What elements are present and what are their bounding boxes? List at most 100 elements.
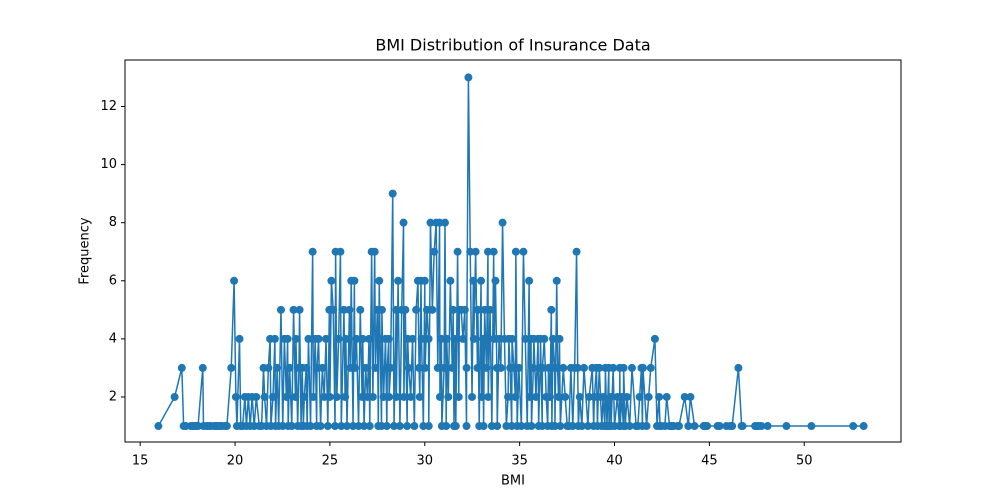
- data-point: [285, 363, 294, 372]
- data-point: [449, 305, 458, 314]
- data-point: [462, 422, 471, 431]
- data-point: [527, 422, 536, 431]
- data-point: [468, 392, 477, 401]
- data-point: [222, 422, 231, 431]
- data-point: [390, 422, 399, 431]
- data-point: [454, 392, 463, 401]
- data-point: [675, 422, 684, 431]
- data-point: [350, 276, 359, 285]
- data-point: [291, 334, 300, 343]
- data-point: [517, 422, 526, 431]
- data-point: [531, 392, 540, 401]
- data-point: [623, 392, 632, 401]
- data-point: [619, 363, 628, 372]
- data-point: [364, 334, 373, 343]
- data-point: [734, 363, 743, 372]
- data-point: [392, 392, 401, 401]
- data-point: [684, 422, 693, 431]
- data-point: [430, 247, 439, 256]
- data-point: [690, 422, 699, 431]
- data-point: [504, 392, 513, 401]
- data-point: [395, 422, 404, 431]
- data-point: [462, 363, 471, 372]
- data-point: [291, 392, 300, 401]
- data-point: [408, 334, 417, 343]
- data-point: [360, 422, 369, 431]
- data-point: [638, 363, 647, 372]
- data-point: [177, 363, 186, 372]
- data-point: [327, 276, 336, 285]
- data-point: [575, 392, 584, 401]
- data-point: [361, 363, 370, 372]
- data-point: [483, 247, 492, 256]
- data-point: [859, 422, 868, 431]
- data-point: [561, 392, 570, 401]
- data-point: [302, 363, 311, 372]
- data-point: [508, 334, 517, 343]
- data-point: [642, 422, 651, 431]
- data-point: [471, 247, 480, 256]
- data-point: [382, 422, 391, 431]
- x-tick-label: 40: [606, 454, 623, 469]
- data-point: [231, 392, 240, 401]
- data-point: [331, 422, 340, 431]
- data-point: [703, 422, 712, 431]
- data-point: [385, 392, 394, 401]
- x-tick-label: 50: [796, 454, 813, 469]
- data-point: [469, 334, 478, 343]
- data-point: [525, 392, 534, 401]
- data-point: [572, 247, 581, 256]
- data-point: [440, 218, 449, 227]
- data-point: [440, 363, 449, 372]
- data-point: [442, 422, 451, 431]
- data-point: [273, 363, 282, 372]
- data-point: [728, 422, 737, 431]
- x-tick-label: 30: [417, 454, 434, 469]
- data-point: [329, 305, 338, 314]
- data-point: [489, 247, 498, 256]
- data-point: [426, 218, 435, 227]
- data-point: [448, 363, 457, 372]
- data-point: [350, 363, 359, 372]
- data-point: [270, 334, 279, 343]
- data-point: [318, 363, 327, 372]
- data-point: [282, 392, 291, 401]
- data-point: [384, 334, 393, 343]
- data-point: [435, 392, 444, 401]
- data-point: [491, 276, 500, 285]
- data-point: [306, 422, 315, 431]
- data-point: [406, 392, 415, 401]
- data-point: [442, 334, 451, 343]
- data-point: [336, 247, 345, 256]
- data-point: [368, 392, 377, 401]
- data-point: [525, 276, 534, 285]
- data-point: [421, 363, 430, 372]
- data-point: [553, 363, 562, 372]
- data-point: [341, 392, 350, 401]
- data-point: [807, 422, 816, 431]
- data-point: [650, 334, 659, 343]
- data-point: [300, 392, 309, 401]
- data-point: [399, 218, 408, 227]
- data-point: [579, 363, 588, 372]
- data-point: [478, 334, 487, 343]
- data-point: [606, 392, 615, 401]
- x-tick-label: 20: [227, 454, 244, 469]
- data-point: [493, 422, 502, 431]
- data-point: [540, 334, 549, 343]
- data-point: [410, 422, 419, 431]
- data-point: [655, 392, 664, 401]
- data-point: [377, 305, 386, 314]
- data-point: [341, 334, 350, 343]
- data-point: [337, 422, 346, 431]
- data-point: [529, 363, 538, 372]
- data-point: [686, 392, 695, 401]
- data-point: [287, 422, 296, 431]
- data-point: [370, 247, 379, 256]
- data-point: [322, 334, 331, 343]
- data-point: [568, 422, 577, 431]
- x-tick-label: 45: [701, 454, 718, 469]
- data-point: [559, 363, 568, 372]
- data-point: [371, 363, 380, 372]
